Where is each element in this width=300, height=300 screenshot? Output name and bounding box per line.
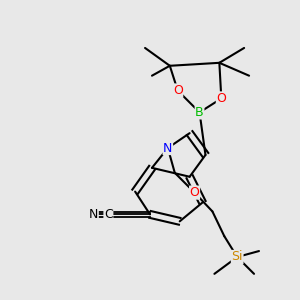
Text: N: N [89, 208, 98, 221]
Text: C: C [104, 208, 113, 221]
Text: O: O [190, 186, 200, 199]
Text: B: B [195, 106, 204, 119]
Text: O: O [173, 84, 183, 97]
Text: N: N [163, 142, 172, 154]
Text: O: O [216, 92, 226, 105]
Text: Si: Si [231, 250, 243, 263]
